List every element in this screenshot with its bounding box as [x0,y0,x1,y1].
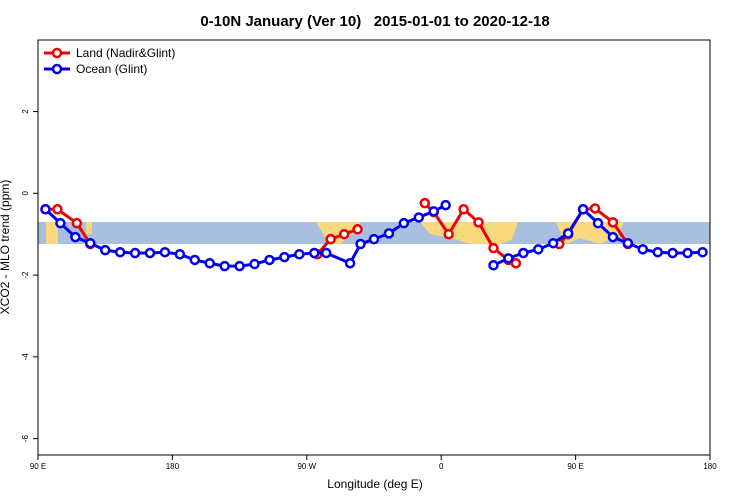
data-point [52,204,63,215]
data-point [607,231,619,243]
data-point [440,199,451,211]
y-axis-label: XCO2 - MLO trend (ppm) [0,180,12,315]
data-point [144,247,156,259]
y-tick-label: 2 [21,109,30,114]
data-point [219,260,230,272]
x-tick-label: 0 [439,462,444,471]
data-point [607,217,619,228]
x-tick-label: 90 E [567,462,583,471]
data-point [320,247,332,259]
data-point [234,260,245,272]
data-point [682,247,693,259]
data-point [204,257,215,269]
x-tick-label: 90 W [297,462,316,471]
data-point [667,247,678,259]
x-tick-label: 90 E [30,462,46,471]
data-point [398,217,410,229]
data-point [85,237,96,249]
data-point [589,203,601,214]
data-point [279,251,290,263]
data-point [70,231,81,243]
legend: Land (Nadir&Glint) Ocean (Glint) [44,46,175,76]
x-axis-label: Longitude (deg E) [327,477,422,491]
data-point [99,244,111,256]
data-point [428,206,439,217]
data-point [55,217,66,229]
legend-marker [51,47,63,59]
chart-title: 0-10N January (Ver 10) 2015-01-01 to 202… [200,13,549,30]
data-point [518,247,529,259]
data-point [114,246,126,258]
data-point [40,204,51,215]
plot-frame [37,39,711,456]
data-point [344,257,356,269]
data-point [473,217,484,228]
data-point [592,217,604,229]
data-point [488,242,499,254]
data-point [264,254,275,266]
legend-label: Ocean (Glint) [76,62,147,76]
data-point [458,204,469,215]
data-point [652,246,663,258]
y-tick-label: -6 [21,435,30,443]
x-tick-label: 180 [166,462,180,471]
data-point [443,228,454,240]
data-point [510,257,522,269]
data-point [129,247,141,259]
data-point [488,260,499,271]
x-tick-label: 180 [703,462,717,471]
data-point [577,204,589,215]
data-point [174,248,186,260]
y-tick-label: 0 [21,191,30,196]
data-point [325,233,336,245]
data-point [547,237,559,249]
data-point [622,237,634,249]
data-point [503,253,514,264]
data-point [352,224,363,235]
data-point [562,228,574,239]
series-line [45,202,630,265]
data-point [159,246,171,258]
legend-marker [51,63,63,75]
y-tick-label: -2 [21,271,30,279]
data-point [294,248,305,260]
data-point [189,254,201,266]
data-point [383,228,395,239]
y-tick-label: -4 [21,353,30,361]
data-point [697,246,708,258]
data-point [71,217,83,229]
data-point [413,212,425,223]
data-point [338,228,350,240]
data-point [368,233,380,245]
data-point [637,244,649,255]
data-point [419,197,431,209]
legend-label: Land (Nadir&Glint) [76,46,175,60]
data-point [533,244,544,255]
data-point [355,238,366,250]
data-point [249,258,260,270]
data-point [309,247,320,259]
